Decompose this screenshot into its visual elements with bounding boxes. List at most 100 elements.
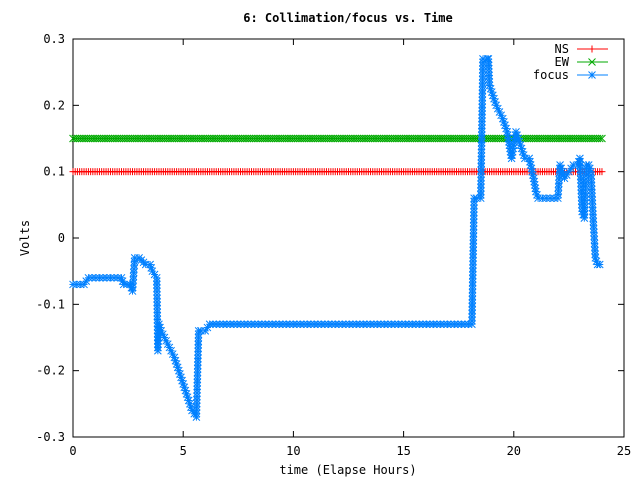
marker-stroke <box>352 320 361 329</box>
marker-stroke <box>538 194 547 203</box>
marker-stroke <box>324 320 333 329</box>
marker-stroke <box>468 302 477 311</box>
marker-stroke <box>147 263 156 272</box>
marker-stroke <box>366 320 375 329</box>
marker-stroke <box>469 225 478 234</box>
marker-stroke <box>503 131 512 140</box>
marker-stroke <box>468 285 477 294</box>
marker-stroke <box>518 147 527 156</box>
marker-stroke <box>588 207 597 215</box>
marker-stroke <box>278 320 287 329</box>
marker-stroke <box>370 320 378 329</box>
marker-stroke <box>512 128 520 136</box>
data-point-focus <box>303 320 312 329</box>
marker-stroke <box>72 280 81 289</box>
marker-stroke <box>173 363 182 372</box>
marker-stroke <box>503 128 512 136</box>
data-point-ns <box>598 168 606 176</box>
marker-stroke <box>429 320 438 329</box>
legend-label-focus: focus <box>533 68 569 82</box>
marker-stroke <box>581 178 590 187</box>
marker-stroke <box>580 214 589 222</box>
marker-stroke <box>576 172 585 180</box>
marker-stroke <box>461 320 469 329</box>
data-point-focus <box>589 221 598 230</box>
marker-stroke <box>296 320 305 329</box>
marker-stroke <box>306 320 315 329</box>
x-tick-label: 25 <box>617 444 631 458</box>
marker-stroke <box>595 134 604 143</box>
marker-stroke <box>587 185 596 194</box>
y-tick-label: 0.3 <box>43 32 65 46</box>
data-point-focus <box>440 320 448 329</box>
marker-stroke <box>408 320 417 329</box>
marker-stroke <box>158 330 167 339</box>
marker-stroke <box>469 239 478 248</box>
marker-stroke <box>282 320 291 329</box>
marker-stroke <box>526 161 535 169</box>
marker-stroke <box>554 186 563 195</box>
marker-stroke <box>487 88 496 96</box>
marker-stroke <box>498 114 507 123</box>
marker-stroke <box>588 58 596 66</box>
x-axis-ticks: 0 5 10 15 20 25 <box>69 39 631 458</box>
marker-stroke <box>254 320 263 329</box>
marker-stroke <box>468 309 476 318</box>
marker-stroke <box>171 356 180 365</box>
data-point-focus <box>469 218 478 227</box>
data-point-focus <box>468 302 477 311</box>
data-point-focus <box>84 273 93 282</box>
marker-stroke <box>165 343 174 352</box>
data-point-focus <box>589 225 598 233</box>
marker-stroke <box>156 323 164 332</box>
marker-stroke <box>469 246 478 255</box>
marker-stroke <box>182 390 191 398</box>
marker-stroke <box>469 215 478 224</box>
marker-stroke <box>106 273 115 282</box>
marker-stroke <box>128 287 137 295</box>
marker-stroke <box>587 171 595 180</box>
y-tick-label: 0.2 <box>43 98 65 112</box>
marker-stroke <box>387 320 396 329</box>
marker-stroke <box>469 232 478 241</box>
y-axis-ticks: -0.3 -0.2 -0.1 0 0.1 0.2 0.3 <box>36 32 624 444</box>
marker-stroke <box>184 396 193 405</box>
marker-stroke <box>576 154 584 163</box>
marker-stroke <box>181 386 190 395</box>
marker-stroke <box>88 273 96 282</box>
data-point-focus <box>469 246 478 255</box>
data-point-focus <box>422 320 431 329</box>
marker-stroke <box>515 137 524 146</box>
marker-stroke <box>469 253 477 262</box>
marker-stroke <box>233 320 242 329</box>
marker-stroke <box>468 281 477 290</box>
marker-stroke <box>443 320 452 329</box>
marker-stroke <box>359 320 368 329</box>
marker-stroke <box>519 151 528 159</box>
marker-stroke <box>514 134 523 143</box>
marker-stroke <box>468 292 477 301</box>
data-point-focus <box>588 189 596 197</box>
marker-stroke <box>591 250 600 259</box>
marker-stroke <box>128 283 137 292</box>
marker-stroke <box>271 320 280 329</box>
data-point-focus <box>226 320 235 329</box>
marker-stroke <box>468 295 477 304</box>
marker-stroke <box>507 154 516 163</box>
marker-stroke <box>530 177 539 186</box>
data-point-focus <box>580 203 589 212</box>
marker-stroke <box>468 316 476 325</box>
marker-stroke <box>530 181 539 189</box>
legend-marker-ew <box>588 58 596 66</box>
marker-stroke <box>591 254 600 262</box>
data-point-focus <box>110 273 118 282</box>
marker-stroke <box>554 183 563 191</box>
marker-stroke <box>426 320 434 329</box>
marker-stroke <box>469 260 477 269</box>
marker-stroke <box>176 370 184 378</box>
series-layer <box>69 55 606 421</box>
marker-stroke <box>130 261 139 270</box>
marker-stroke <box>468 274 477 283</box>
marker-stroke <box>525 154 534 163</box>
marker-stroke <box>457 320 466 329</box>
